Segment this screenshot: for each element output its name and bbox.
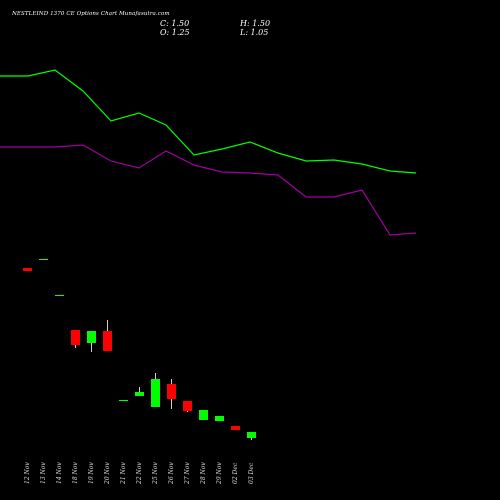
- x-tick-label: 18 Nov: [72, 462, 79, 484]
- candle-body: [183, 401, 192, 411]
- x-tick-label: 02 Dec: [232, 462, 239, 484]
- x-tick-label: 14 Nov: [56, 462, 63, 484]
- candle-body: [39, 259, 48, 260]
- chart-title: NESTLEIND 1370 CE Options Chart Munafasu…: [12, 11, 170, 17]
- candle-body: [119, 400, 128, 401]
- x-tick-label: 25 Nov: [152, 462, 159, 485]
- candle-body: [151, 379, 160, 407]
- candle-body: [199, 410, 208, 420]
- x-tick-label: 19 Nov: [88, 462, 95, 484]
- candle-body: [231, 426, 240, 430]
- high-value: H: 1.50: [240, 19, 271, 28]
- open-value: O: 1.25: [160, 28, 190, 37]
- x-tick-label: 12 Nov: [24, 462, 31, 484]
- candle-body: [135, 392, 144, 396]
- x-tick-label: 22 Nov: [136, 462, 143, 485]
- x-tick-label: 29 Nov: [216, 462, 223, 485]
- candle-body: [23, 268, 32, 271]
- candle-body: [215, 416, 224, 421]
- lower-line-series: [0, 144, 417, 236]
- x-tick-label: 21 Nov: [120, 462, 127, 485]
- x-tick-label: 03 Dec: [248, 462, 255, 484]
- candle-body: [247, 432, 256, 438]
- candle-body: [71, 330, 80, 345]
- low-value: L: 1.05: [240, 28, 269, 37]
- candle-body: [103, 331, 112, 351]
- x-tick-label: 27 Nov: [184, 462, 191, 485]
- close-value: C: 1.50: [160, 19, 190, 28]
- candle-body: [167, 384, 176, 399]
- upper-line-series: [0, 69, 417, 174]
- x-tick-label: 26 Nov: [168, 462, 175, 485]
- candle-body: [55, 295, 64, 296]
- x-tick-label: 28 Nov: [200, 462, 207, 485]
- x-tick-label: 20 Nov: [104, 462, 111, 485]
- candle-body: [87, 331, 96, 343]
- x-tick-label: 13 Nov: [40, 462, 47, 484]
